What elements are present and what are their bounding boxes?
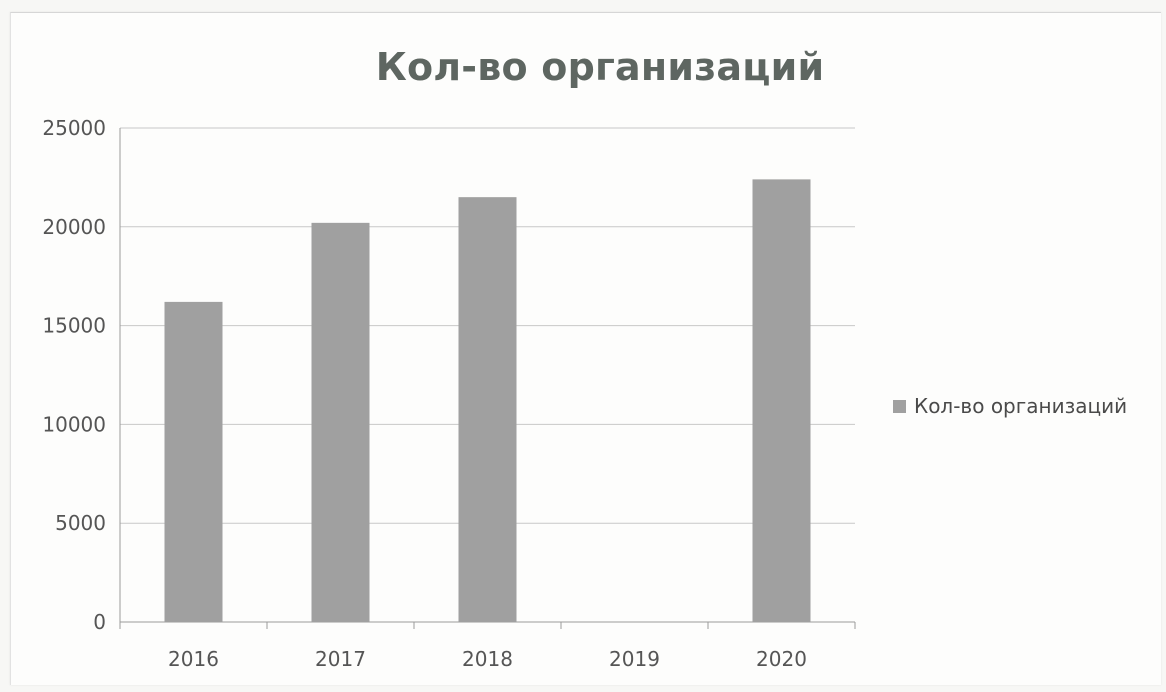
x-tick-label: 2018 xyxy=(462,647,513,671)
legend-label: Кол-во организаций xyxy=(914,394,1127,418)
x-tick-label: 2016 xyxy=(168,647,219,671)
bar-2016 xyxy=(165,302,223,622)
y-tick-label: 5000 xyxy=(55,511,106,535)
y-tick-label: 10000 xyxy=(42,412,106,436)
legend-swatch xyxy=(893,400,906,413)
y-tick-label: 15000 xyxy=(42,314,106,338)
bar-2017 xyxy=(312,223,370,622)
x-tick-label: 2017 xyxy=(315,647,366,671)
bar-2020 xyxy=(753,179,811,622)
y-tick-label: 0 xyxy=(93,610,106,634)
y-tick-label: 25000 xyxy=(42,116,106,140)
x-tick-label: 2020 xyxy=(756,647,807,671)
bar-2018 xyxy=(459,197,517,622)
legend: Кол-во организаций xyxy=(893,394,1127,418)
y-tick-label: 20000 xyxy=(42,215,106,239)
x-tick-label: 2019 xyxy=(609,647,660,671)
